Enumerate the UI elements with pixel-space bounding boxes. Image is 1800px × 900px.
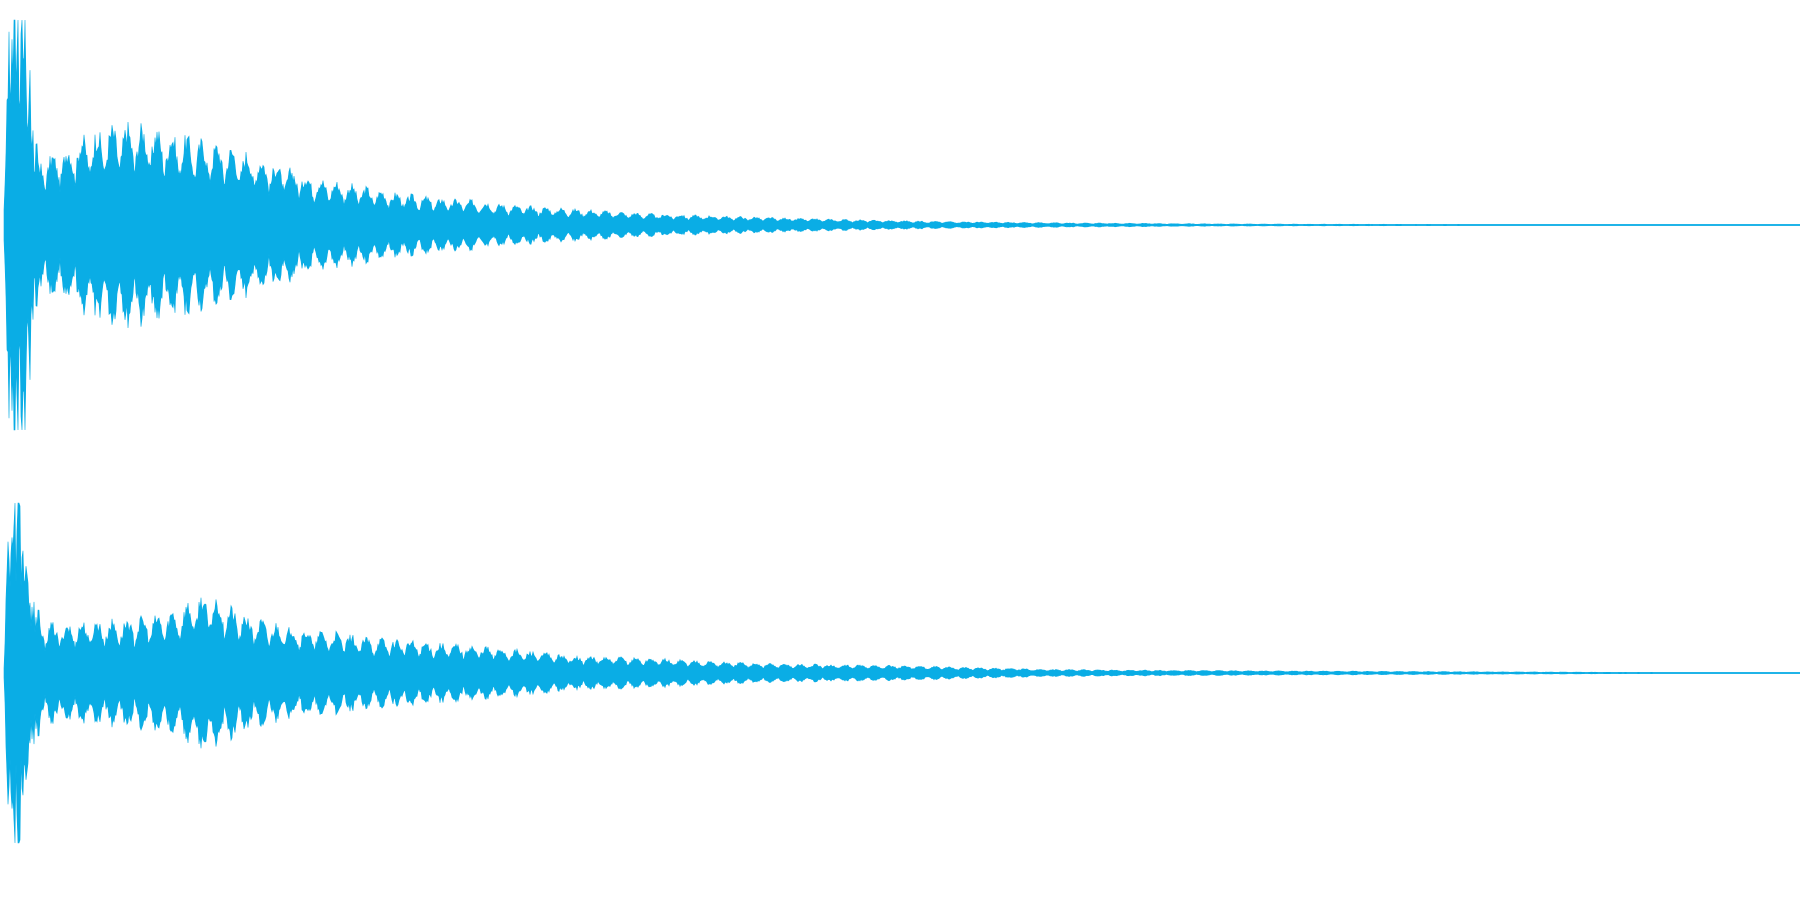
waveform-channel-top — [3, 19, 1800, 431]
waveform-channel-bottom — [3, 502, 1800, 844]
